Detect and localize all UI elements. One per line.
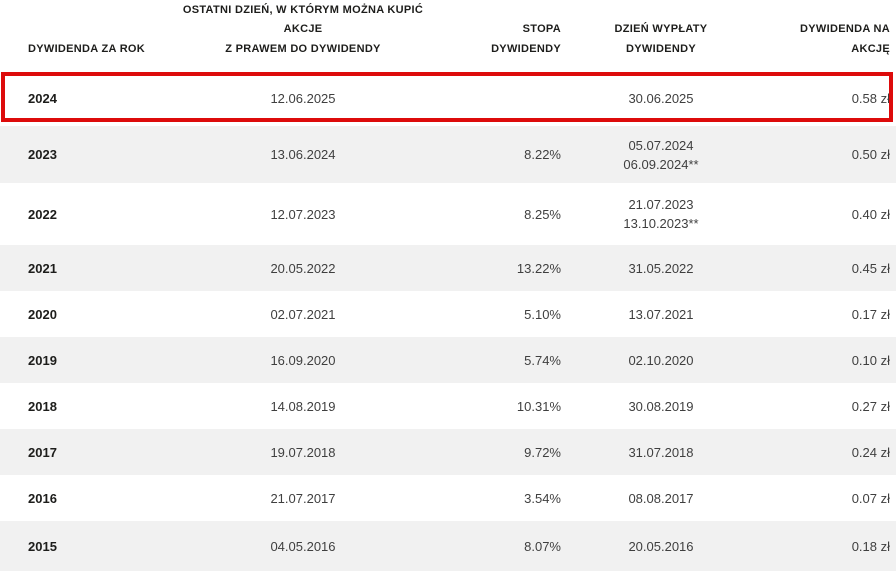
cell-per-share: 0.27 zł	[851, 398, 890, 414]
cell-dividend-year: 2023	[28, 147, 57, 162]
cell-last-buy-day: 02.07.2021	[270, 306, 336, 322]
table-row: 2017 19.07.2018 9.72% 31.07.2018 0.24 zł	[0, 429, 896, 475]
cell-dividend-year: 2024	[28, 90, 57, 106]
cell-per-share: 0.17 zł	[851, 306, 890, 322]
cell-dividend-rate	[436, 70, 566, 126]
table-row: 2019 16.09.2020 5.74% 02.10.2020 0.10 zł	[0, 337, 896, 383]
cell-payout-day: 08.08.2017	[628, 490, 694, 506]
cell-payout-day: 30.06.2025	[628, 90, 694, 106]
cell-dividend-rate: 5.74%	[524, 352, 561, 368]
table-row: 2021 20.05.2022 13.22% 31.05.2022 0.45 z…	[0, 245, 896, 291]
cell-last-buy-day: 21.07.2017	[270, 490, 336, 506]
cell-per-share: 0.18 zł	[851, 538, 890, 554]
cell-payout-day: 30.08.2019	[628, 398, 694, 414]
cell-per-share: 0.10 zł	[851, 352, 890, 368]
cell-per-share: 0.24 zł	[851, 444, 890, 460]
cell-last-buy-day: 19.07.2018	[270, 444, 336, 460]
cell-dividend-year: 2016	[28, 490, 57, 506]
cell-payout-day: 31.07.2018	[628, 444, 694, 460]
col-header-dividend-rate: STOPA DYWIDENDY	[491, 23, 561, 56]
cell-payout-day: 31.05.2022	[628, 260, 694, 276]
cell-dividend-year: 2022	[28, 206, 57, 222]
cell-dividend-year: 2020	[28, 306, 57, 322]
cell-payout-day: 20.05.2016	[628, 538, 694, 554]
cell-last-buy-day: 13.06.2024	[270, 147, 336, 162]
cell-last-buy-day: 14.08.2019	[270, 398, 336, 414]
table-row: 2018 14.08.2019 10.31% 30.08.2019 0.27 z…	[0, 383, 896, 429]
col-header-payout-day: DZIEŃ WYPŁATY DYWIDENDY	[614, 23, 708, 56]
cell-payout-day: 21.07.2023 13.10.2023**	[623, 197, 699, 231]
cell-dividend-rate: 8.25%	[524, 206, 561, 222]
cell-last-buy-day: 12.07.2023	[270, 206, 336, 222]
cell-per-share: 0.40 zł	[851, 206, 890, 222]
col-header-last-buy-day: OSTATNI DZIEŃ, W KTÓRYM MOŻNA KUPIĆ AKCJ…	[182, 3, 424, 56]
cell-payout-day: 02.10.2020	[628, 352, 694, 368]
cell-payout-day: 13.07.2021	[628, 306, 694, 322]
cell-dividend-rate: 3.54%	[524, 490, 561, 506]
cell-dividend-year: 2018	[28, 398, 57, 414]
cell-dividend-rate: 8.22%	[524, 147, 561, 162]
cell-last-buy-day: 04.05.2016	[270, 538, 336, 554]
header-row: DYWIDENDA ZA ROK OSTATNI DZIEŃ, W KTÓRYM…	[0, 0, 896, 70]
cell-dividend-year: 2017	[28, 444, 57, 460]
table-row: 2022 12.07.2023 8.25% 21.07.2023 13.10.2…	[0, 183, 896, 245]
table-header: DYWIDENDA ZA ROK OSTATNI DZIEŃ, W KTÓRYM…	[0, 0, 896, 70]
table-row: 2023 13.06.2024 8.22% 05.07.2024 06.09.2…	[0, 126, 896, 183]
cell-dividend-year: 2015	[28, 538, 57, 554]
cell-dividend-rate: 8.07%	[524, 538, 561, 554]
cell-dividend-rate: 5.10%	[524, 306, 561, 322]
cell-per-share: 0.45 zł	[851, 260, 890, 276]
table-body: 2024 12.06.2025 30.06.2025 0.58 zł 2023 …	[0, 70, 896, 571]
cell-per-share: 0.58 zł	[851, 90, 890, 106]
col-header-per-share: DYWIDENDA NA AKCJĘ	[800, 23, 890, 56]
cell-last-buy-day: 12.06.2025	[270, 90, 336, 106]
table-row: 2015 04.05.2016 8.07% 20.05.2016 0.18 zł	[0, 521, 896, 571]
table-row: 2020 02.07.2021 5.10% 13.07.2021 0.17 zł	[0, 291, 896, 337]
table-row: 2016 21.07.2017 3.54% 08.08.2017 0.07 zł	[0, 475, 896, 521]
cell-last-buy-day: 16.09.2020	[270, 352, 336, 368]
table-row: 2024 12.06.2025 30.06.2025 0.58 zł	[0, 70, 896, 126]
cell-payout-day: 05.07.2024 06.09.2024**	[623, 137, 699, 172]
cell-dividend-rate: 10.31%	[516, 398, 561, 414]
cell-dividend-year: 2019	[28, 352, 57, 368]
cell-dividend-rate: 9.72%	[524, 444, 561, 460]
dividends-table: DYWIDENDA ZA ROK OSTATNI DZIEŃ, W KTÓRYM…	[0, 0, 896, 571]
cell-dividend-rate: 13.22%	[516, 260, 561, 276]
col-header-dividend-year: DYWIDENDA ZA ROK	[28, 43, 146, 56]
cell-per-share: 0.07 zł	[851, 490, 890, 506]
cell-last-buy-day: 20.05.2022	[270, 260, 336, 276]
cell-per-share: 0.50 zł	[851, 147, 890, 162]
cell-dividend-year: 2021	[28, 260, 57, 276]
